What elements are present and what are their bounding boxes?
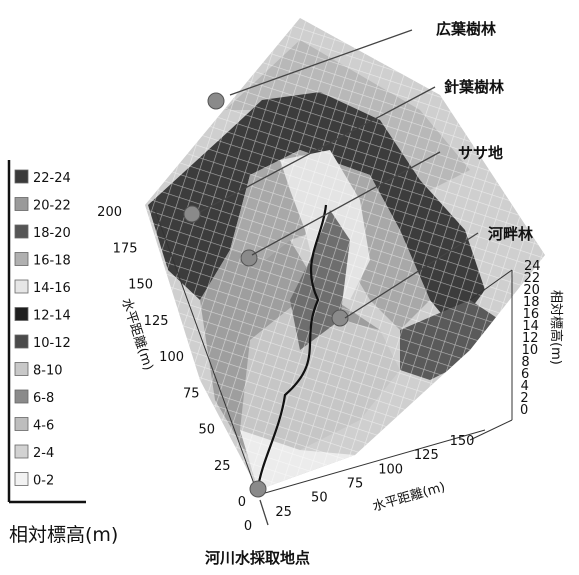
broadleaf-marker (207, 92, 225, 110)
y-axis-title: 水平距離(m) (118, 297, 155, 373)
annotation-conifer: 針葉樹林 (444, 78, 505, 96)
x-tick-label: 25 (275, 505, 292, 520)
y-tick-label: 150 (128, 278, 153, 293)
z-tick-label: 20 (523, 283, 540, 298)
legend-item: 6-8 (14, 389, 54, 406)
y-tick-label: 125 (144, 314, 169, 329)
legend-label: 0-2 (33, 474, 54, 489)
legend-title: 相対標高(m) (9, 524, 118, 546)
x-tick-label: 150 (450, 434, 475, 449)
sample-markers (183, 92, 349, 498)
terrain-surface (145, 18, 545, 490)
legend-item: 16-18 (14, 252, 71, 269)
z-axis (469, 269, 513, 441)
y-tick-label: 25 (214, 459, 231, 474)
x-axis-ticks: 0 25 50 75 100 125 150 (244, 434, 475, 534)
annotation-broadleaf: 広葉樹林 (436, 20, 497, 38)
legend-label: 6-8 (33, 391, 54, 406)
y-tick-label: 0 (238, 495, 246, 510)
legend-swatch (14, 444, 29, 459)
x-axis-title: 水平距離(m) (371, 480, 447, 515)
legend-label: 2-4 (33, 446, 54, 461)
legend-label: 22-24 (33, 171, 71, 186)
z-tick-label: 14 (522, 319, 539, 334)
legend-item: 4-6 (14, 417, 54, 434)
legend-label: 18-20 (33, 226, 71, 241)
legend-item: 8-10 (14, 362, 63, 379)
z-tick-label: 24 (524, 259, 541, 274)
x-tick-label: 100 (378, 462, 403, 477)
annotation-leaders (199, 29, 479, 526)
z-tick-label: 6 (521, 367, 529, 382)
z-tick-label: 10 (522, 343, 539, 358)
legend-swatch (14, 417, 29, 431)
x-tick-label: 75 (347, 477, 364, 492)
legend-item: 2-4 (14, 444, 54, 461)
annotation-grass: ササ地 (458, 144, 503, 162)
stream-line (256, 204, 328, 489)
y-tick-label: 200 (97, 205, 122, 220)
legend-swatch (14, 334, 29, 349)
x-tick-label: 50 (311, 491, 328, 506)
legend-swatch (14, 279, 29, 294)
legend-item: 18-20 (14, 224, 71, 241)
grass-marker (240, 249, 258, 267)
z-tick-label: 2 (520, 391, 528, 406)
legend: 22-24 20-22 18-20 16-18 14-16 12-14 10-12 8-10 6… (7, 160, 118, 546)
legend-swatch (14, 169, 29, 184)
y-tick-label: 100 (159, 350, 184, 365)
legend-label: 14-16 (33, 281, 71, 296)
x-axis-line (257, 429, 486, 496)
z-tick-label: 8 (521, 355, 529, 370)
z-tick-label: 18 (523, 295, 540, 310)
legend-swatch (14, 389, 29, 404)
z-tick-label: 0 (520, 403, 528, 418)
riparian-marker (331, 309, 349, 327)
outlet-marker (249, 480, 267, 498)
y-axis-line (154, 209, 259, 496)
legend-swatch (14, 224, 29, 239)
z-tick-label: 22 (524, 271, 541, 286)
y-tick-label: 175 (113, 241, 138, 256)
z-tick-label: 16 (523, 307, 540, 322)
annotation-riparian: 河畔林 (488, 225, 534, 243)
legend-swatch (14, 197, 29, 211)
legend-label: 20-22 (33, 199, 71, 214)
z-tick-label: 4 (521, 379, 529, 394)
x-tick-label: 125 (414, 448, 439, 463)
z-tick-label: 12 (522, 331, 539, 346)
legend-swatch (14, 472, 29, 486)
z-axis-title: 相対標高(m) (548, 290, 564, 365)
legend-label: 16-18 (33, 254, 71, 269)
legend-label: 8-10 (33, 364, 63, 379)
legend-item: 20-22 (14, 197, 71, 214)
legend-swatch (14, 362, 29, 376)
legend-swatch (14, 252, 29, 266)
y-axis-ticks: 0 25 50 75 100 125 150 175 200 (97, 205, 246, 510)
legend-item: 10-12 (14, 334, 71, 351)
y-tick-label: 75 (183, 386, 200, 401)
legend-item: 14-16 (14, 279, 71, 296)
legend-label: 12-14 (33, 309, 71, 324)
legend-item: 12-14 (14, 307, 71, 324)
x-tick-label: 0 (244, 519, 252, 534)
legend-item: 22-24 (14, 169, 71, 186)
legend-label: 4-6 (33, 419, 54, 434)
legend-label: 10-12 (33, 336, 71, 351)
legend-item: 0-2 (14, 472, 54, 489)
conifer-marker (183, 205, 201, 223)
legend-swatch (14, 307, 29, 321)
annotation-sampling-point: 河川水採取地点 (205, 549, 310, 567)
y-tick-label: 50 (198, 423, 215, 438)
